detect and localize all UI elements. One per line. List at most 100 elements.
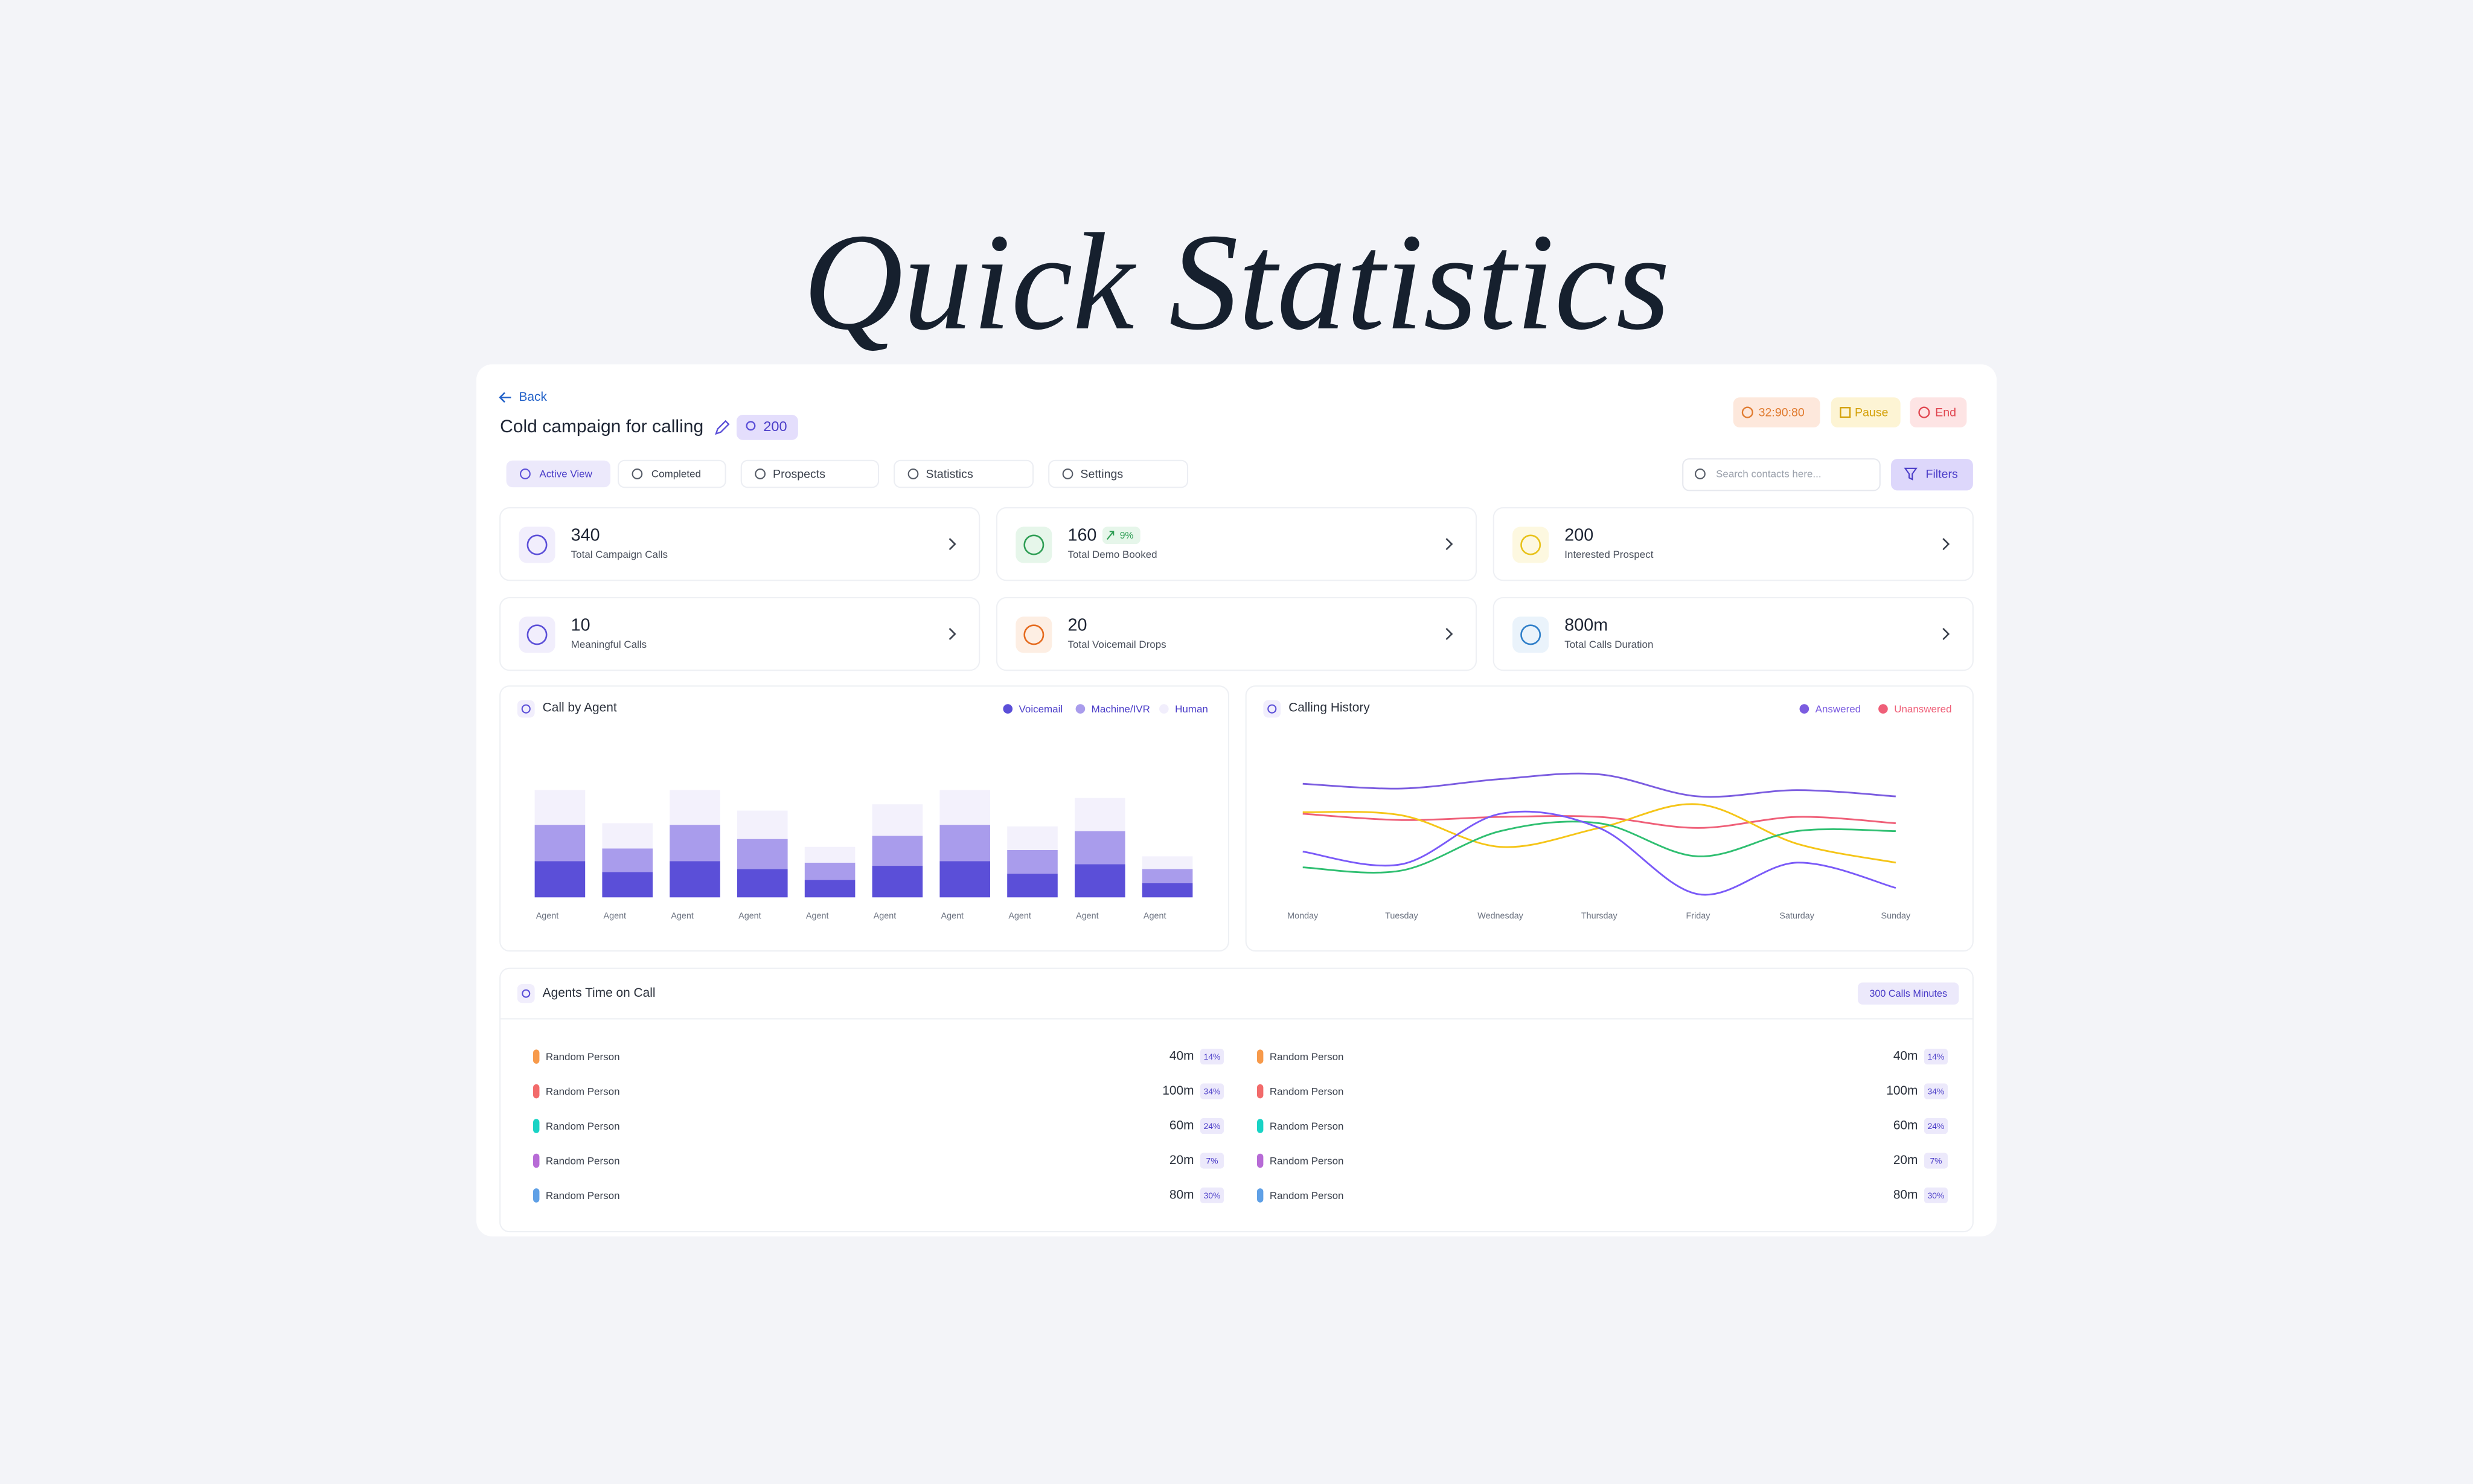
stat-card[interactable] <box>996 507 1477 581</box>
agent-color <box>533 1049 540 1064</box>
tab-icon <box>632 469 643 479</box>
chevron <box>949 628 956 641</box>
bar-segment <box>602 872 653 898</box>
share-badge <box>1924 1083 1948 1099</box>
tab[interactable] <box>618 459 726 488</box>
bar-segment <box>1074 864 1125 898</box>
tab-label: Statistics <box>926 467 973 481</box>
x-tick-label: Wednesday <box>1477 911 1523 921</box>
timer-button[interactable] <box>1733 397 1820 427</box>
tab[interactable] <box>1048 459 1189 488</box>
stat-value: 20 <box>1068 616 1087 635</box>
search-box[interactable] <box>1682 458 1881 491</box>
agent-time: 40m <box>1169 1049 1194 1063</box>
x-tick-label: Thursday <box>1581 911 1618 921</box>
bar-segment <box>872 804 923 836</box>
chart-icon <box>521 704 531 714</box>
stat-value: 800m <box>1564 616 1608 635</box>
x-tick-label: Agent <box>671 911 694 921</box>
tab[interactable] <box>894 459 1034 488</box>
search-placeholder: Search contacts here... <box>1716 469 1821 480</box>
stat-icon-bg <box>1016 526 1052 563</box>
bar-segment <box>737 810 788 839</box>
stat-card[interactable] <box>1492 596 1974 671</box>
stat-label: Total Demo Booked <box>1068 549 1157 560</box>
x-tick-label: Friday <box>1686 911 1711 921</box>
stat-icon-bg <box>519 526 555 563</box>
stat-card[interactable] <box>996 596 1477 671</box>
stat-value: 10 <box>571 616 590 635</box>
stat-label: Meaningful Calls <box>571 639 647 650</box>
share-badge <box>1200 1153 1224 1169</box>
tab-icon <box>520 469 531 479</box>
agent-time: 40m <box>1893 1049 1918 1063</box>
stat-icon <box>1520 624 1541 645</box>
x-tick-label: Sunday <box>1881 911 1912 921</box>
bar-segment <box>602 823 653 849</box>
chevron <box>1445 538 1453 551</box>
agent-name: Random Person <box>546 1190 620 1201</box>
agent-color <box>533 1153 540 1168</box>
agent-time: 20m <box>1893 1153 1918 1167</box>
agents-icon <box>522 989 531 998</box>
users-icon <box>746 421 756 431</box>
search-icon <box>1695 469 1706 479</box>
agent-time: 20m <box>1169 1153 1194 1167</box>
stat-card[interactable] <box>1492 507 1974 581</box>
edit-icon[interactable] <box>715 420 730 435</box>
stat-label: Total Calls Duration <box>1564 639 1653 650</box>
tab[interactable] <box>740 459 880 488</box>
filter-icon <box>1904 467 1918 481</box>
agent-share: 14% <box>1928 1052 1945 1061</box>
count-badge <box>736 414 798 440</box>
agent-color <box>533 1188 540 1203</box>
agent-color <box>1256 1084 1264 1099</box>
stat-icon <box>526 534 548 555</box>
stat-card[interactable] <box>499 596 981 671</box>
chevron <box>1445 628 1453 641</box>
count: 200 <box>763 418 787 434</box>
share-badge <box>1924 1153 1948 1169</box>
x-tick-label: Agent <box>1076 911 1099 921</box>
stat-icon-bg <box>1512 526 1549 563</box>
stat-value: 160 <box>1068 526 1097 545</box>
x-tick-label: Agent <box>941 911 964 921</box>
bar-segment <box>1074 831 1125 865</box>
agent-share: 34% <box>1204 1087 1221 1096</box>
bar-segment <box>602 848 653 872</box>
stat-value: 340 <box>571 526 600 545</box>
filters-button[interactable] <box>1891 459 1973 491</box>
bar-segment <box>872 836 923 866</box>
agent-time: 60m <box>1169 1119 1194 1133</box>
pause-button[interactable] <box>1831 397 1901 427</box>
stat-card[interactable] <box>499 507 981 581</box>
stat-icon-bg <box>519 616 555 653</box>
bar-segment <box>534 825 586 862</box>
x-tick-label: Agent <box>1008 911 1031 921</box>
x-tick-label: Agent <box>536 911 559 921</box>
legend-dot <box>1075 704 1086 714</box>
chevron <box>1942 628 1950 641</box>
agent-share: 30% <box>1204 1191 1221 1200</box>
tab[interactable] <box>506 460 610 488</box>
bar-segment <box>670 861 720 898</box>
timer-icon <box>1741 406 1753 418</box>
stat-label: Total Voicemail Drops <box>1068 639 1166 650</box>
end-button[interactable] <box>1910 397 1967 427</box>
bar-segment <box>1007 826 1058 850</box>
line-series <box>1302 820 1896 874</box>
change-arrow <box>1106 531 1115 540</box>
tab-icon <box>1062 469 1073 479</box>
pause: Pause <box>1855 406 1889 420</box>
bar-segment <box>804 880 856 898</box>
share-badge <box>1200 1187 1224 1204</box>
agent-name: Random Person <box>546 1155 620 1166</box>
stat-icon <box>1520 534 1541 555</box>
tab-label: Completed <box>651 469 701 480</box>
bar-segment <box>1007 874 1058 898</box>
legend-label: Voicemail <box>1019 703 1063 715</box>
bar-segment <box>1074 798 1125 831</box>
back-arrow[interactable] <box>499 392 511 403</box>
